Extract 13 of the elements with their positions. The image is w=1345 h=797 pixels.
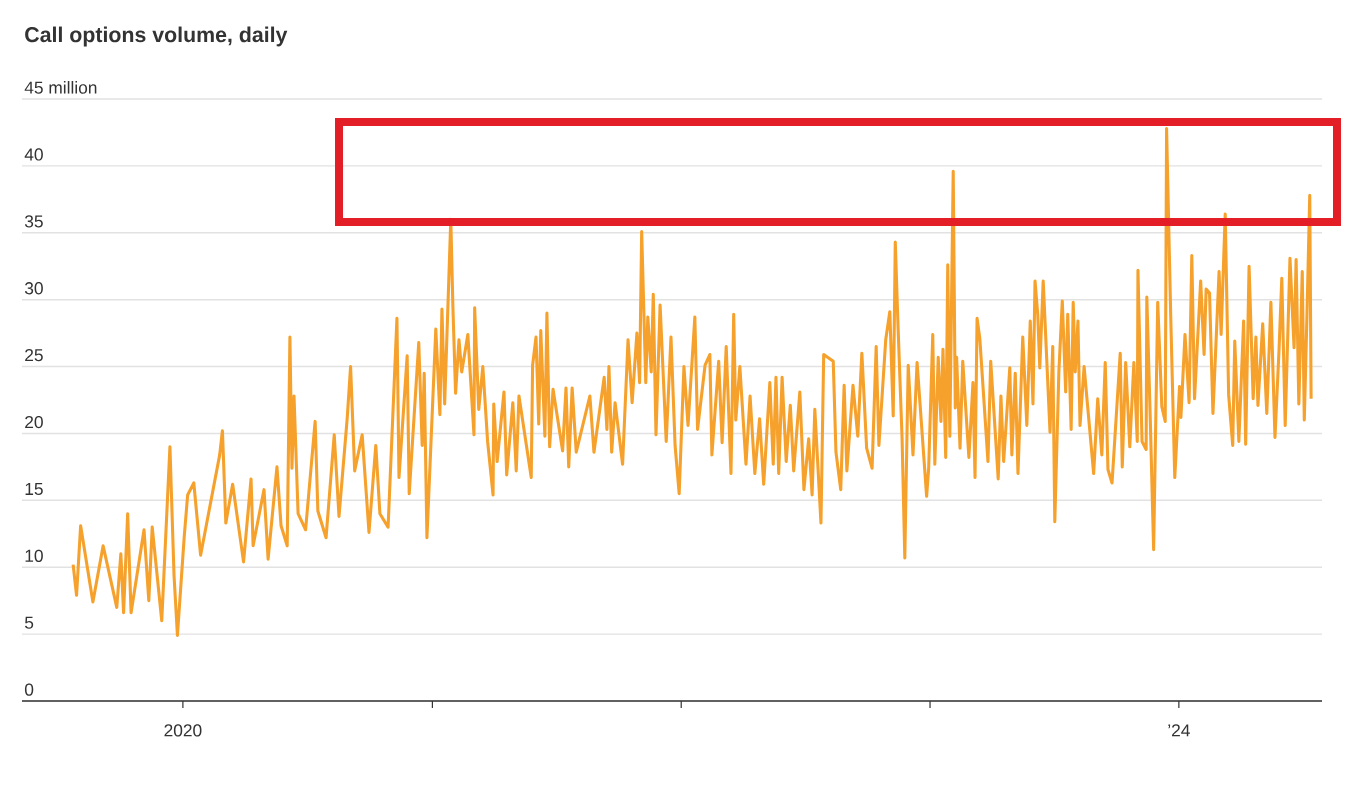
y-tick-label: 20 (25, 415, 43, 429)
chart-title: Call options volume, daily (25, 26, 288, 47)
y-tick-label: 15 (25, 482, 43, 496)
y-tick-label: 45 million (24, 81, 97, 94)
x-tick-label: ’24 (1168, 724, 1190, 737)
y-tick-label: 30 (24, 282, 43, 295)
y-tick-label: 35 (24, 215, 43, 228)
y-tick-label: 5 (24, 616, 34, 629)
x-tick-label: 2020 (164, 724, 202, 737)
y-tick-label: 40 (24, 148, 43, 161)
y-tick-label: 0 (24, 683, 34, 696)
y-tick-label: 25 (25, 349, 43, 362)
y-tick-label: 10 (25, 549, 43, 562)
